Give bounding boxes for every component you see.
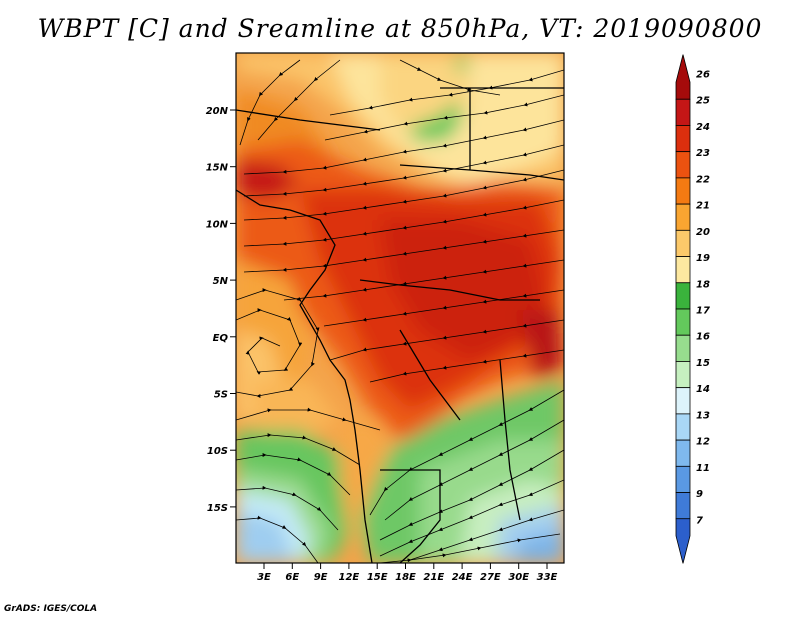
colorbar-label: 17 (696, 306, 710, 317)
lat-tick-label: 20N (206, 106, 229, 117)
lon-tick-label: 3E (257, 572, 271, 583)
wbpt-field (236, 53, 564, 563)
latitude-axis: 20N 15N 10N 5N EQ 5S 10S 15S (206, 106, 236, 514)
colorbar-label: 9 (696, 489, 703, 500)
colorbar-label: 13 (696, 410, 710, 421)
colorbar-swatch (675, 492, 691, 520)
lon-tick-label: 15E (367, 572, 388, 583)
colorbar-label: 20 (696, 227, 710, 238)
colorbar-label: 26 (696, 70, 710, 81)
colorbar-swatch (675, 256, 691, 284)
colorbar-label: 7 (696, 515, 703, 526)
lat-tick-label: 5S (214, 390, 228, 401)
colorbar-label: 18 (696, 279, 710, 290)
lon-tick-label: 33E (537, 572, 558, 583)
lon-tick-label: 9E (314, 572, 328, 583)
colorbar-label: 14 (696, 384, 710, 395)
colorbar-swatch (675, 203, 691, 231)
colorbar-swatch (675, 361, 691, 389)
colorbar-swatch (675, 413, 691, 441)
streamlines (236, 59, 564, 563)
map-title: WBPT [C] and Sreamline at 850hPa, VT: 20… (37, 14, 763, 43)
colorbar-label: 24 (696, 122, 710, 133)
colorbar-swatch (675, 282, 691, 310)
colorbar-swatch (675, 439, 691, 467)
colorbar-label: 23 (696, 148, 710, 159)
colorbar-label: 22 (696, 174, 710, 185)
colorbar-swatch (675, 98, 691, 126)
colorbar-swatch (675, 177, 691, 205)
lon-tick-label: 18E (395, 572, 416, 583)
colorbar-swatch (675, 334, 691, 362)
colorbar-swatch (675, 54, 691, 100)
colorbar-label: 21 (696, 201, 710, 212)
lon-tick-label: 24E (452, 572, 473, 583)
lon-tick-label: 6E (285, 572, 299, 583)
lon-tick-label: 27E (480, 572, 501, 583)
lat-tick-label: 10N (206, 219, 229, 230)
lat-tick-label: 5N (213, 276, 229, 287)
colorbar-swatch (675, 465, 691, 493)
colorbar-label: 12 (696, 437, 710, 448)
colorbar: 26 25 24 23 22 21 20 19 18 17 16 15 14 13 12 11 9 7 (675, 54, 710, 564)
lat-tick-label: 15S (207, 503, 228, 514)
map-frame (235, 52, 565, 564)
colorbar-swatch (675, 151, 691, 179)
colorbar-swatch (675, 229, 691, 257)
longitude-axis: 3E 6E 9E 12E 15E 18E 21E 24E 27E 30E 33E (257, 563, 558, 583)
colorbar-swatch (675, 387, 691, 415)
grads-credit: GrADS: IGES/COLA (4, 604, 98, 614)
lat-tick-label: EQ (213, 333, 229, 344)
colorbar-label: 19 (696, 253, 710, 264)
colorbar-label: 11 (696, 463, 710, 474)
lat-tick-label: 15N (206, 163, 229, 174)
colorbar-label: 25 (696, 96, 710, 107)
colorbar-swatch (675, 125, 691, 153)
colorbar-label: 15 (696, 358, 710, 369)
colorbar-swatch (675, 518, 691, 564)
colorbar-swatch (675, 308, 691, 336)
colorbar-label: 16 (696, 332, 710, 343)
lon-tick-label: 21E (423, 572, 444, 583)
lat-tick-label: 10S (207, 446, 228, 457)
lon-tick-label: 30E (508, 572, 529, 583)
country-borders (236, 87, 564, 563)
lon-tick-label: 12E (339, 572, 360, 583)
